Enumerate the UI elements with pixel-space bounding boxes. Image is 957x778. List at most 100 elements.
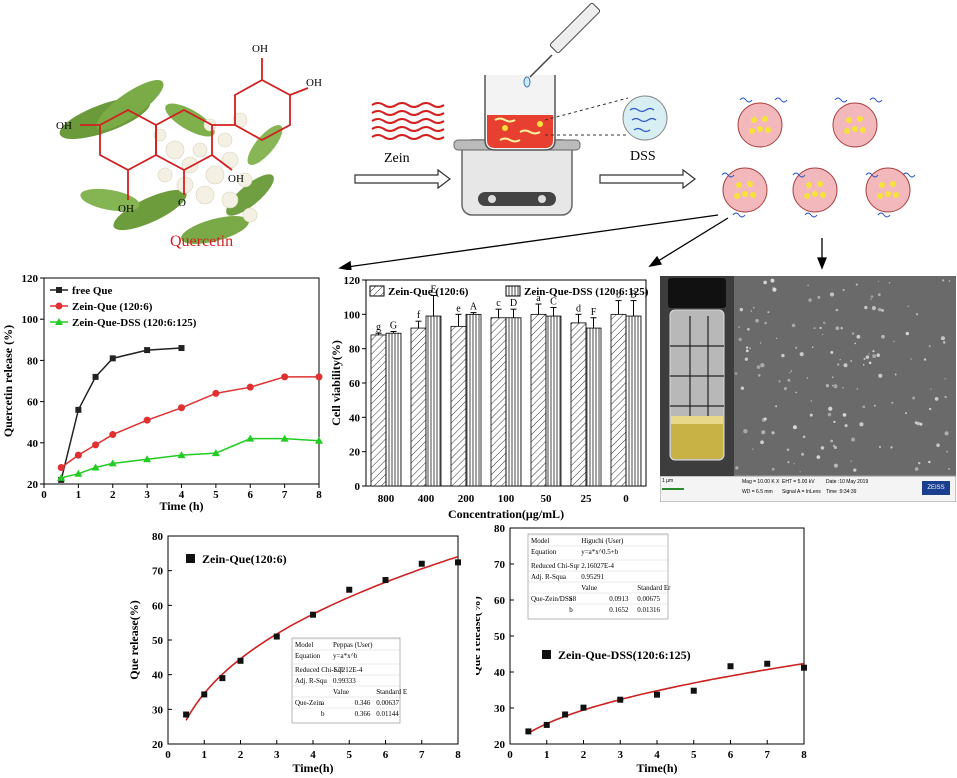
sem-particle bbox=[738, 326, 740, 328]
sem-particle bbox=[891, 401, 894, 404]
sem-particle bbox=[789, 372, 791, 374]
x-tick-label: 200 bbox=[458, 493, 475, 505]
sem-particle bbox=[761, 430, 766, 435]
sem-particle bbox=[947, 467, 951, 470]
significance-letter: C bbox=[550, 296, 557, 307]
sem-particle bbox=[743, 428, 748, 434]
x-axis-label: Time(h) bbox=[292, 761, 333, 775]
data-point bbox=[525, 728, 532, 735]
table-cell: y=a*x^0.5+b bbox=[581, 548, 619, 556]
sem-particle bbox=[865, 355, 870, 359]
x-tick-label: 400 bbox=[418, 493, 435, 505]
series-line bbox=[60, 376, 319, 469]
sem-particle bbox=[822, 333, 824, 336]
y-tick-label: 70 bbox=[152, 566, 164, 578]
sem-particle bbox=[940, 336, 945, 341]
y-tick-label: 60 bbox=[27, 397, 39, 409]
y-tick-label: 80 bbox=[152, 531, 164, 543]
bar bbox=[385, 332, 402, 487]
y-tick-label: 120 bbox=[344, 275, 361, 287]
data-point bbox=[418, 560, 425, 567]
o-label: O bbox=[178, 197, 186, 209]
table-cell: 0.95291 bbox=[581, 573, 604, 581]
quercetin-structure bbox=[80, 58, 309, 200]
sem-particle bbox=[878, 280, 880, 283]
sem-particle bbox=[923, 358, 927, 361]
sem-particle bbox=[905, 412, 907, 414]
y-tick-label: 50 bbox=[494, 631, 506, 643]
sem-particle bbox=[758, 374, 761, 377]
sem-particle bbox=[832, 444, 836, 448]
sem-particle bbox=[870, 298, 872, 300]
y-tick-label: 100 bbox=[344, 309, 361, 321]
significance-letter: E bbox=[430, 284, 436, 295]
y-tick-label: 30 bbox=[152, 704, 164, 716]
sem-particle bbox=[755, 318, 759, 323]
sem-particle bbox=[851, 437, 856, 442]
y-tick-label: 80 bbox=[349, 344, 361, 356]
oh-label-1: OH bbox=[56, 120, 72, 132]
sem-particle bbox=[790, 370, 793, 372]
x-axis-label: Time (h) bbox=[159, 499, 203, 513]
nanoparticles bbox=[721, 97, 916, 218]
data-point bbox=[143, 416, 151, 424]
y-tick-label: 30 bbox=[494, 703, 506, 715]
sem-particle bbox=[888, 281, 891, 284]
sem-particle bbox=[917, 461, 921, 465]
sem-particle bbox=[807, 284, 809, 286]
sem-particle bbox=[825, 383, 830, 388]
sem-scale-bar bbox=[662, 488, 684, 490]
sem-particle bbox=[890, 446, 893, 449]
y-tick-label: 40 bbox=[152, 670, 164, 682]
table-cell: Adj. R-Squa bbox=[531, 573, 567, 581]
legend-marker bbox=[542, 650, 551, 659]
table-cell: 0.01316 bbox=[637, 606, 660, 614]
sem-particle bbox=[893, 340, 895, 343]
x-tick-label: 0 bbox=[623, 493, 629, 505]
data-point bbox=[57, 473, 66, 481]
table-cell: Equation bbox=[531, 548, 557, 556]
table-cell: 1.7212E-4 bbox=[333, 666, 363, 674]
table-cell: Equation bbox=[295, 652, 321, 660]
sem-particle bbox=[914, 467, 919, 471]
sem-particle bbox=[833, 384, 838, 389]
sem-particle bbox=[786, 448, 790, 452]
bar bbox=[530, 313, 547, 487]
data-point bbox=[144, 347, 151, 354]
bar bbox=[545, 315, 562, 487]
x-tick-label: 2 bbox=[110, 489, 116, 501]
data-point bbox=[382, 577, 389, 584]
sem-particle bbox=[746, 327, 750, 331]
x-tick-label: 0 bbox=[507, 749, 513, 761]
legend-label: Zein-Que-DSS (120:6:125) bbox=[72, 317, 197, 329]
legend-label: Zein-Que (120:6) bbox=[388, 286, 469, 298]
bar bbox=[370, 334, 387, 487]
sem-particle bbox=[760, 363, 765, 368]
sem-particle bbox=[739, 307, 744, 312]
significance-letter: c bbox=[496, 298, 501, 309]
x-tick-label: 4 bbox=[179, 489, 185, 501]
oh-label-2: OH bbox=[118, 203, 134, 215]
data-point bbox=[346, 586, 353, 593]
data-point bbox=[580, 704, 587, 711]
sem-particle bbox=[851, 332, 855, 335]
data-point bbox=[654, 691, 660, 698]
sem-particle bbox=[873, 404, 876, 407]
x-tick-label: 3 bbox=[144, 489, 150, 501]
sem-particle bbox=[850, 460, 852, 462]
series-line bbox=[60, 347, 182, 481]
x-tick-label: 4 bbox=[654, 749, 660, 761]
sem-particle bbox=[775, 405, 778, 408]
sem-particle bbox=[843, 363, 848, 368]
y-tick-label: 20 bbox=[27, 479, 39, 491]
sem-particle bbox=[831, 376, 834, 378]
table-cell: y=a*x^b bbox=[333, 652, 358, 660]
sem-particle bbox=[853, 468, 857, 472]
bar bbox=[610, 313, 627, 487]
significance-letter: B bbox=[630, 290, 637, 301]
sem-particle bbox=[877, 293, 881, 297]
sem-particle bbox=[795, 346, 798, 349]
x-tick-label: 0 bbox=[165, 749, 171, 761]
sem-particle bbox=[929, 407, 932, 411]
sem-particle bbox=[778, 380, 781, 383]
